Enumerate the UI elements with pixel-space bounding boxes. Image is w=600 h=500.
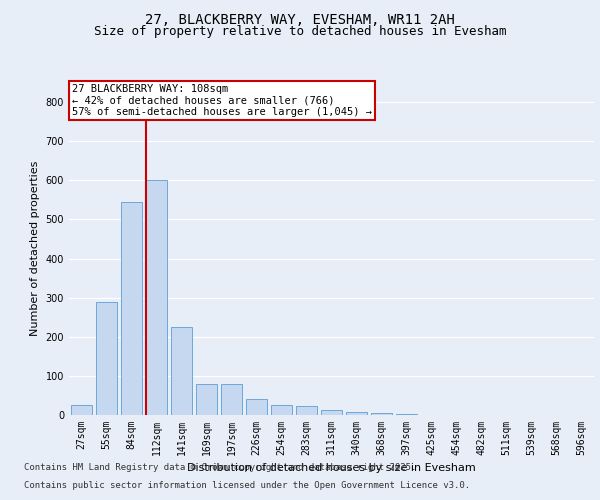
Text: Contains HM Land Registry data © Crown copyright and database right 2025.: Contains HM Land Registry data © Crown c… xyxy=(24,464,416,472)
Bar xyxy=(171,327,192,415)
Y-axis label: Number of detached properties: Number of detached properties xyxy=(30,161,40,336)
Bar xyxy=(346,412,367,415)
Text: 27, BLACKBERRY WAY, EVESHAM, WR11 2AH: 27, BLACKBERRY WAY, EVESHAM, WR11 2AH xyxy=(145,12,455,26)
Bar xyxy=(196,384,217,415)
Bar xyxy=(96,302,117,415)
Bar xyxy=(371,413,392,415)
Text: 27 BLACKBERRY WAY: 108sqm
← 42% of detached houses are smaller (766)
57% of semi: 27 BLACKBERRY WAY: 108sqm ← 42% of detac… xyxy=(71,84,371,117)
Bar xyxy=(146,180,167,415)
Bar xyxy=(246,400,267,415)
Text: Size of property relative to detached houses in Evesham: Size of property relative to detached ho… xyxy=(94,25,506,38)
Bar xyxy=(71,405,92,415)
Bar xyxy=(271,405,292,415)
Bar xyxy=(396,414,417,415)
Bar xyxy=(296,406,317,415)
Bar xyxy=(321,410,342,415)
Bar xyxy=(121,202,142,415)
Text: Contains public sector information licensed under the Open Government Licence v3: Contains public sector information licen… xyxy=(24,481,470,490)
Bar xyxy=(221,384,242,415)
X-axis label: Distribution of detached houses by size in Evesham: Distribution of detached houses by size … xyxy=(187,464,476,473)
